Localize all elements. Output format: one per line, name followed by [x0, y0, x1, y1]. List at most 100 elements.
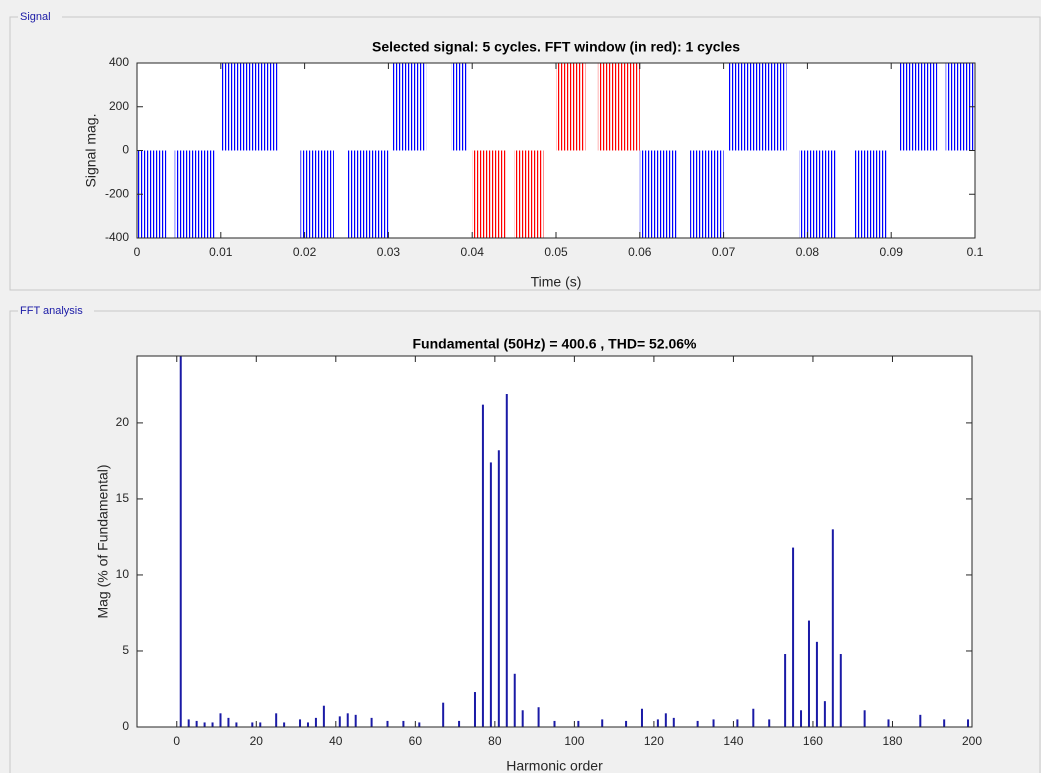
bar	[815, 641, 818, 727]
bar	[299, 719, 302, 727]
pulse-band	[727, 63, 787, 151]
bar	[919, 714, 922, 727]
bar	[696, 720, 699, 727]
pulse-band	[690, 150, 724, 238]
bar	[497, 450, 500, 727]
y-tick-label: -200	[105, 186, 129, 200]
bar	[887, 719, 890, 727]
bar	[402, 720, 405, 727]
bar	[314, 717, 317, 727]
bar	[800, 710, 803, 727]
x-axis-label: Harmonic order	[506, 758, 603, 773]
y-axis-label: Mag (% of Fundamental)	[95, 464, 111, 618]
bar	[473, 692, 476, 727]
x-tick-label: 0.04	[461, 245, 485, 259]
chart-title: Selected signal: 5 cycles. FFT window (i…	[372, 39, 740, 55]
pulse-band	[899, 63, 938, 151]
bar	[346, 713, 349, 727]
bar	[322, 705, 325, 727]
bar	[537, 707, 540, 727]
x-tick-label: 20	[250, 734, 264, 748]
bar	[259, 722, 262, 727]
y-tick-label: 0	[122, 143, 129, 157]
bar	[640, 708, 643, 727]
x-tick-label: 120	[644, 734, 664, 748]
pulse-band	[392, 63, 427, 151]
pulse-band	[220, 63, 278, 151]
pulse-band	[514, 150, 544, 238]
group-label-bg	[18, 10, 62, 24]
bar	[442, 702, 445, 727]
bar	[601, 719, 604, 727]
plot-area	[137, 356, 972, 727]
pulse-band	[451, 63, 469, 151]
bar	[354, 714, 357, 727]
x-tick-label: 0.01	[209, 245, 233, 259]
bar	[386, 720, 389, 727]
marks	[179, 356, 970, 727]
bar	[577, 720, 580, 727]
bar	[489, 462, 492, 727]
y-tick-label: 200	[109, 99, 129, 113]
bar	[768, 719, 771, 727]
bar	[179, 356, 182, 727]
y-tick-label: 5	[122, 643, 129, 657]
pulse-band	[639, 150, 678, 238]
bar	[227, 717, 230, 727]
y-tick-label: 0	[122, 719, 129, 733]
x-tick-label: 140	[723, 734, 743, 748]
y-tick-label: 400	[109, 55, 129, 69]
x-axis-label: Time (s)	[531, 274, 582, 290]
pulse-band	[597, 63, 640, 151]
bar	[792, 547, 795, 727]
x-tick-label: 0	[134, 245, 141, 259]
y-axis-label: Signal mag.	[83, 114, 99, 188]
x-tick-label: 160	[803, 734, 823, 748]
x-tick-label: 0.07	[712, 245, 736, 259]
x-tick-label: 0.08	[796, 245, 820, 259]
bar	[505, 394, 508, 727]
bar	[823, 701, 826, 727]
bar	[863, 710, 866, 727]
bar	[219, 713, 222, 727]
y-tick-label: 20	[116, 415, 130, 429]
bar	[418, 722, 421, 727]
bar	[521, 710, 524, 727]
bar	[752, 708, 755, 727]
pulse-band	[472, 150, 506, 238]
bar	[831, 529, 834, 727]
pulse-band	[346, 150, 389, 238]
bar	[712, 719, 715, 727]
pulse-band	[853, 150, 888, 238]
bar	[458, 720, 461, 727]
signal-group-box	[9, 16, 1041, 291]
bar	[943, 719, 946, 727]
pulse-band	[799, 150, 837, 238]
x-tick-label: 180	[882, 734, 902, 748]
pulse-band	[300, 150, 334, 238]
x-tick-label: 200	[962, 734, 982, 748]
x-tick-label: 0.09	[880, 245, 904, 259]
group-label: FFT analysis	[20, 305, 83, 317]
x-tick-label: 0.03	[377, 245, 401, 259]
bar	[235, 722, 238, 727]
fft-group-box	[9, 310, 1041, 773]
x-tick-label: 0.06	[628, 245, 652, 259]
bar	[187, 719, 190, 727]
bar	[967, 719, 970, 727]
y-tick-label: 15	[116, 491, 130, 505]
chart-title: Fundamental (50Hz) = 400.6 , THD= 52.06%	[413, 336, 698, 352]
axes-box	[136, 355, 973, 728]
bar	[338, 716, 341, 727]
bar	[370, 717, 373, 727]
bar	[553, 720, 556, 727]
pulse-band	[556, 63, 586, 151]
bar	[784, 654, 787, 727]
bar	[283, 722, 286, 727]
bar	[656, 719, 659, 727]
bar	[625, 720, 628, 727]
bar	[251, 722, 254, 727]
x-tick-label: 0.05	[544, 245, 568, 259]
